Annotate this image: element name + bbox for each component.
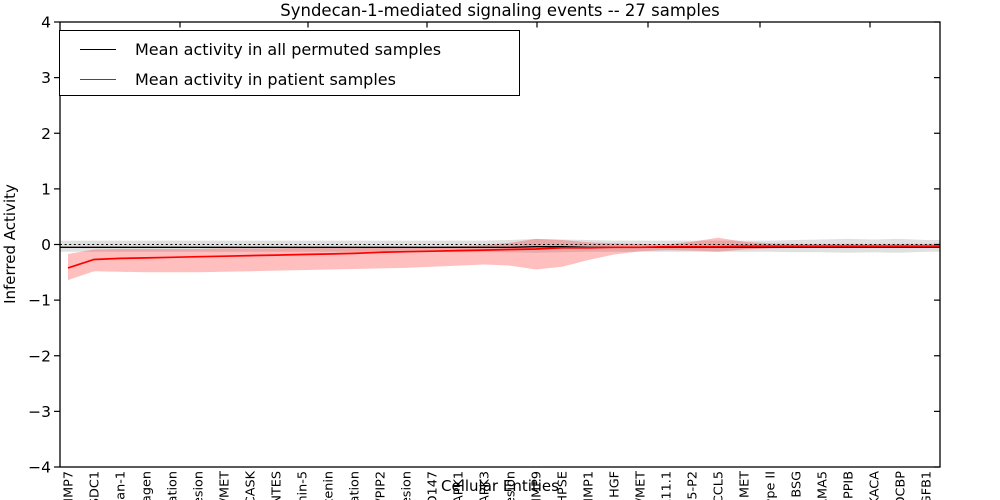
x-tick-label: mol:PI-4-5-P2 <box>686 471 701 500</box>
x-tick-label: homophilic cell adhesion <box>192 471 207 500</box>
x-tick-label: HGF <box>608 471 623 498</box>
x-tick-label: Syndecan-1/RANTES <box>270 471 285 500</box>
x-tick-label: Syndecan-1/Laminin-5 <box>296 471 311 500</box>
x-tick-label: MMP1 <box>582 471 597 500</box>
patient-band <box>68 237 940 281</box>
y-axis-label: Inferred Activity <box>1 184 19 304</box>
x-axis-label: Cellular Entities <box>441 477 559 495</box>
chart-title: Syndecan-1-mediated signaling events -- … <box>280 1 720 20</box>
legend-label-patient: Mean activity in patient samples <box>135 69 396 89</box>
x-tick-label: HPSE <box>556 471 571 500</box>
x-tick-label: BSG <box>790 471 805 498</box>
x-tick-label: SDC1 <box>88 471 103 500</box>
x-tick-label: SDCBP <box>894 471 909 500</box>
patient-mean-line <box>67 245 940 269</box>
x-tick-label: positive regulation of cell migration <box>166 471 181 500</box>
y-tick-label: −1 <box>28 292 51 310</box>
x-tick-label: PPIB <box>842 471 857 499</box>
legend-item-permuted: Mean activity in all permuted samples <box>60 34 519 64</box>
y-tick-label: −4 <box>28 459 51 477</box>
y-tick-label: −3 <box>28 403 51 421</box>
y-tick-label: 0 <box>41 236 51 254</box>
x-tick-label: Syndecan-1/HGF/MET <box>218 471 233 500</box>
y-tick-label: 3 <box>41 69 51 87</box>
x-tick-label: LAMA5 <box>816 471 831 500</box>
permuted-mean-line <box>60 245 940 249</box>
x-tick-label: PRKACA <box>868 471 883 500</box>
y-tick-label: 1 <box>41 180 51 198</box>
legend-label-permuted: Mean activity in all permuted samples <box>135 39 442 59</box>
x-tick-label: MAPK1 <box>452 471 467 500</box>
permuted-band <box>60 238 940 253</box>
x-tick-label: Syndecan-1/CD147 <box>426 471 441 500</box>
x-tick-label: Syndecan-1/Collagen <box>140 471 155 500</box>
legend-line-patient <box>80 78 116 80</box>
x-tick-label: FGFR/FGF2/Syndecan-1 <box>114 471 129 500</box>
x-tick-label: MET <box>738 471 753 498</box>
x-tick-label: MMP9 <box>530 471 545 500</box>
x-tick-label: Syndecan-1/CASK <box>244 470 259 500</box>
legend-line-permuted <box>80 48 116 50</box>
x-tick-label: TGFB1/TGF beta receptor Type II <box>764 471 779 500</box>
y-tick-label: 2 <box>41 125 51 143</box>
x-tick-label: RP11-540L11.1 <box>660 471 675 500</box>
x-tick-label: Syndecan-1/Syntenin <box>322 471 337 500</box>
x-tick-label: TGFB1 <box>920 471 935 500</box>
x-tick-label: positive regulation of cell-cell adhesio… <box>400 471 415 500</box>
legend-item-patient: Mean activity in patient samples <box>60 64 519 94</box>
x-tick-label: Syndecan-1/Syntenin/PIP2 <box>374 471 389 500</box>
y-tick-label: −2 <box>28 347 51 365</box>
x-tick-label: CCL5 <box>712 471 727 500</box>
x-tick-label: MAPK3 <box>478 471 493 500</box>
x-tick-label: HGF/MET <box>634 471 649 500</box>
x-tick-label: regulation of cell adhesion <box>504 471 519 500</box>
legend: Mean activity in all permuted samples Me… <box>59 30 520 96</box>
y-tick-label: 4 <box>41 14 51 32</box>
x-tick-label: keratinocyte migration <box>348 471 363 500</box>
x-tick-label: MMP7 <box>62 471 77 500</box>
